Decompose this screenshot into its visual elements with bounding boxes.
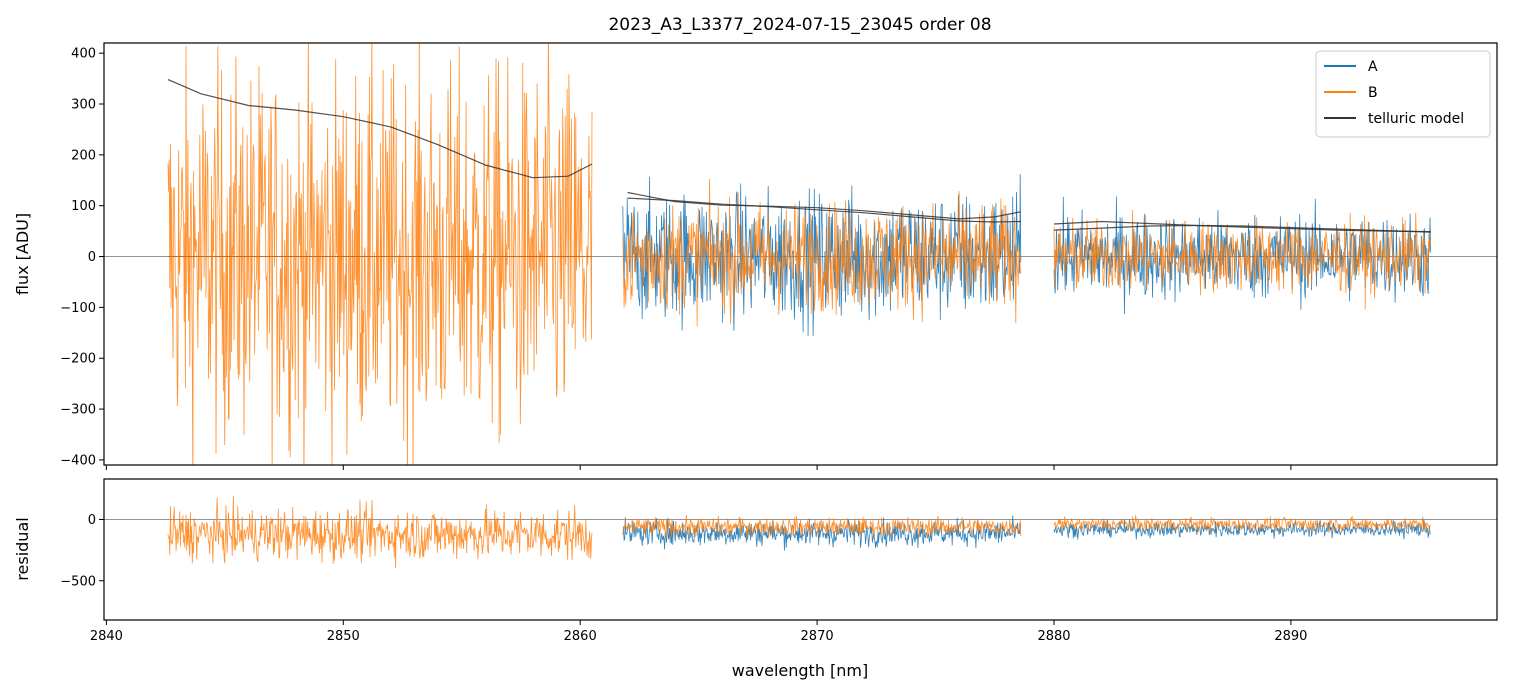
bottom-panel-data (104, 495, 1497, 569)
bottom-series-a-seg-1 (622, 515, 1022, 551)
top-x-ticks (105, 465, 1292, 470)
bottom-panel-frame (103, 478, 1498, 621)
top-ytick-label: 100 (71, 199, 96, 214)
bottom-ytick-label: 0 (88, 513, 96, 528)
x-axis-label: wavelength [nm] (732, 661, 869, 680)
top-ytick-label: −100 (60, 301, 96, 316)
top-panel-frame (103, 42, 1498, 466)
telluric-model-line-3 (1053, 220, 1431, 233)
top-ytick-label: 400 (71, 47, 96, 62)
telluric-model-line-2 (627, 197, 1021, 223)
bottom-series-b-seg-0 (167, 495, 593, 569)
bottom-xtick-label: 2840 (90, 629, 123, 644)
bottom-x-ticks: 2840 2850 2860 2870 2880 2890 (90, 620, 1307, 644)
top-panel-data (104, 43, 1497, 465)
chart-title: 2023_A3_L3377_2024-07-15_23045 order 08 (608, 15, 991, 35)
legend: A B telluric model (1315, 50, 1491, 138)
telluric-model-line-0 (167, 79, 593, 179)
telluric-model-line-4 (1053, 224, 1431, 233)
bottom-xtick-label: 2860 (564, 629, 597, 644)
bottom-xtick-label: 2850 (327, 629, 360, 644)
top-series-a-seg-1 (622, 173, 1022, 337)
bottom-ytick-label: −500 (60, 574, 96, 589)
telluric-model-line-1 (627, 191, 1021, 220)
legend-label-telluric: telluric model (1368, 111, 1464, 127)
bottom-xtick-label: 2870 (801, 629, 834, 644)
legend-label-b: B (1368, 85, 1378, 101)
legend-box (1315, 50, 1491, 138)
top-series-b-seg-2 (1053, 209, 1432, 310)
top-ytick-label: 300 (71, 98, 96, 113)
legend-label-a: A (1368, 59, 1378, 75)
top-series-b-seg-0 (167, 43, 593, 465)
top-y-axis-label: flux [ADU] (13, 213, 32, 295)
top-ytick-label: 0 (88, 250, 96, 265)
bottom-series-b-seg-2 (1053, 515, 1432, 534)
bottom-xtick-label: 2880 (1037, 629, 1070, 644)
top-ytick-label: 200 (71, 148, 96, 163)
bottom-y-ticks: 0 −500 (60, 513, 104, 589)
top-series-b-seg-1 (622, 178, 1022, 327)
bottom-y-axis-label: residual (13, 517, 32, 580)
bottom-xtick-label: 2890 (1274, 629, 1307, 644)
top-ytick-label: −300 (60, 403, 96, 418)
bottom-series-b-seg-1 (622, 514, 1022, 540)
top-y-ticks: 400 300 200 100 0 −100 −200 −300 −400 (60, 47, 104, 468)
top-ytick-label: −200 (60, 352, 96, 367)
top-ytick-label: −400 (60, 453, 96, 468)
